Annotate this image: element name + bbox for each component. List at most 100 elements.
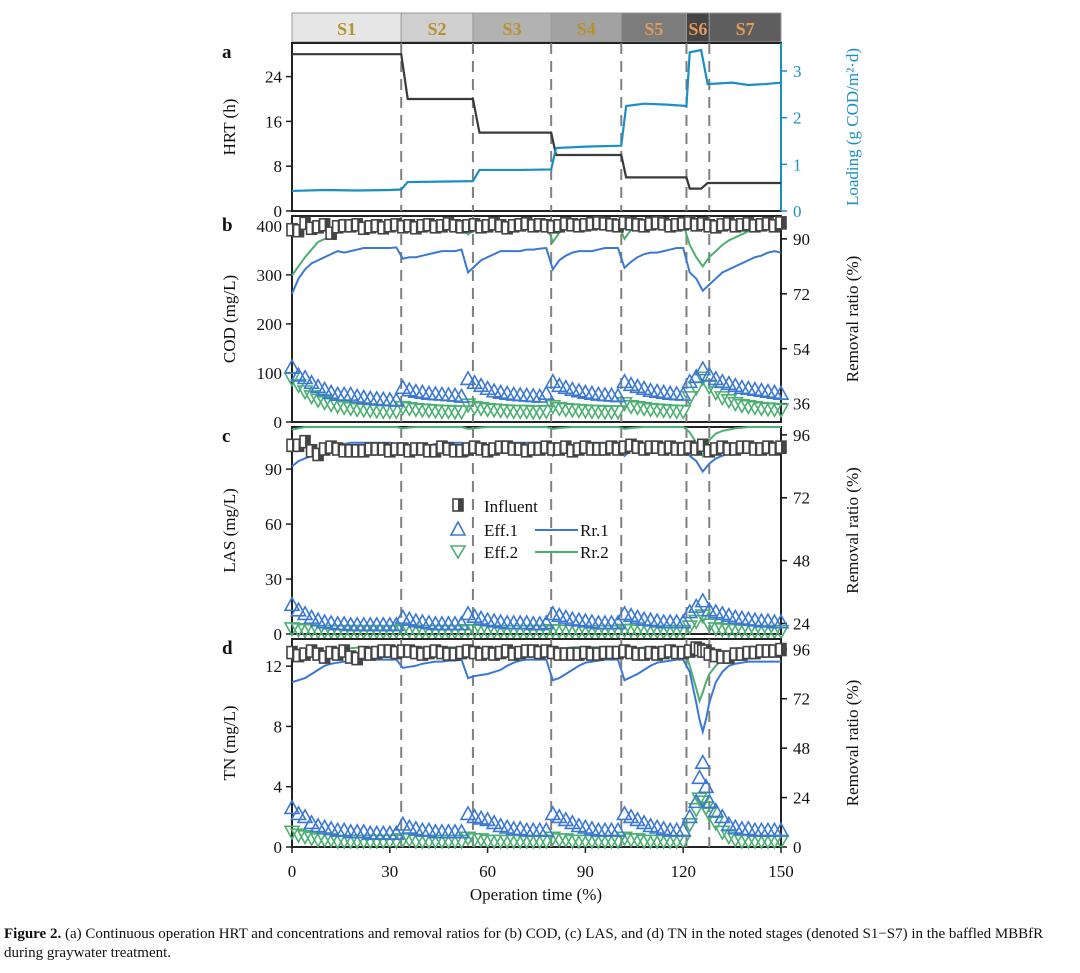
- eff2-point: [550, 401, 568, 417]
- eff2-point: [335, 400, 353, 416]
- eff2-point: [472, 833, 490, 849]
- eff1-point: [609, 614, 627, 630]
- panel-letter: a: [222, 42, 232, 63]
- y2-tick-label: 96: [793, 426, 810, 445]
- eff1-point: [537, 614, 555, 630]
- y2-tick-label: 96: [793, 640, 810, 659]
- stage-label-s2: S2: [428, 19, 447, 39]
- legend: Influent Eff.1 Eff.2 Rr.1 Rr.2: [449, 497, 609, 562]
- eff1-point: [674, 613, 692, 629]
- eff2-point: [453, 405, 470, 421]
- eff1-point: [453, 387, 470, 403]
- eff2-point: [681, 391, 699, 407]
- legend-influent-label: Influent: [484, 497, 538, 516]
- eff2-point: [394, 400, 412, 416]
- eff1-point: [691, 769, 708, 785]
- figure-caption: Figure 2. (a) Continuous operation HRT a…: [4, 925, 1080, 963]
- eff1-point: [642, 817, 659, 833]
- eff1-point: [472, 377, 490, 393]
- eff1-point: [550, 808, 568, 824]
- eff2-point: [713, 825, 731, 841]
- series-loading: [291, 48, 782, 193]
- legend-eff2-marker: [449, 545, 467, 560]
- y2-axis-label: Removal ratio (%): [843, 680, 862, 807]
- y-tick-label: 100: [257, 364, 283, 383]
- eff1-point: [694, 360, 712, 376]
- eff1-point: [616, 373, 633, 389]
- eff1-point: [674, 385, 692, 401]
- eff1-point: [537, 384, 555, 400]
- eff1-point: [531, 387, 549, 403]
- stage-label-s4: S4: [577, 19, 596, 39]
- panel-a: a 0 8 16 24 0 1 2 3 HRT (h) Loading (g COD/m²·d): [220, 42, 862, 221]
- influent-point-fill: [298, 224, 304, 237]
- eff1-point: [296, 369, 314, 385]
- eff2-point: [687, 802, 705, 818]
- legend-eff1-label: Eff.1: [484, 521, 518, 540]
- y-tick-label: 24: [265, 68, 283, 87]
- series-rr1: [291, 246, 782, 295]
- eff2-point: [283, 622, 301, 638]
- y-tick-label: 8: [274, 157, 283, 176]
- eff2-point: [713, 391, 731, 407]
- eff1-point: [687, 793, 705, 809]
- y2-tick-label: 54: [793, 340, 811, 359]
- influent-point-fill: [781, 441, 786, 454]
- y2-tick-label: 0: [793, 202, 802, 221]
- y-axis-label: TN (mg/L): [220, 705, 239, 780]
- eff1-point: [557, 811, 575, 827]
- eff1-point: [394, 815, 412, 831]
- influent-point-fill: [781, 643, 786, 656]
- eff1-point: [772, 384, 790, 400]
- y-tick-label: 0: [274, 413, 283, 432]
- stage-box-s1: [291, 12, 402, 43]
- x-tick-label: 120: [670, 862, 696, 881]
- legend-rr2-label: Rr.2: [580, 543, 609, 562]
- eff2-point: [674, 404, 692, 420]
- x-axis-label: Operation time (%): [470, 885, 602, 904]
- y2-tick-label: 48: [793, 739, 810, 758]
- eff1-point: [713, 808, 731, 824]
- eff2-point: [720, 394, 738, 410]
- x-tick-label: 90: [577, 862, 594, 881]
- eff1-point: [635, 814, 653, 830]
- eff1-point: [479, 811, 496, 827]
- y2-tick-label: 72: [793, 690, 810, 709]
- y-tick-label: 4: [274, 778, 283, 797]
- y2-tick-label: 48: [793, 552, 810, 571]
- eff2-point: [557, 833, 575, 849]
- eff2-point: [616, 831, 633, 847]
- plot-frame: [291, 638, 782, 848]
- eff1-point: [772, 613, 790, 629]
- eff1-point: [303, 814, 320, 830]
- eff2-point: [401, 401, 418, 417]
- eff1-point: [316, 380, 333, 397]
- eff1-point: [700, 366, 718, 382]
- y2-tick-label: 72: [793, 285, 810, 304]
- eff2-point: [537, 404, 555, 420]
- panel-c: c 0 30 60 90 24 48 72 96 LAS (mg/L) Removal ratio …: [220, 426, 862, 644]
- eff2-point: [296, 830, 314, 846]
- eff1-point: [564, 814, 581, 830]
- y-tick-label: 0: [274, 625, 283, 644]
- eff2-point: [707, 622, 725, 638]
- eff1-point: [303, 374, 320, 390]
- influent-point-fill: [305, 435, 311, 448]
- stage-bar: S1 S2 S3 S4 S5 S6 S7: [291, 12, 782, 43]
- y-axis-label: COD (mg/L): [220, 275, 239, 363]
- eff2-point: [635, 401, 653, 417]
- eff1-point: [616, 805, 633, 821]
- y-tick-label: 300: [257, 266, 283, 285]
- panel-letter: c: [222, 426, 230, 447]
- y-tick-label: 90: [265, 460, 282, 479]
- panel-b: b 0 100 200 300 400 36 54 72 90 COD (mg/L) Removal …: [220, 215, 862, 432]
- eff1-point: [681, 603, 699, 619]
- series-hrt: [292, 53, 781, 190]
- y2-tick-label: 72: [793, 489, 810, 508]
- eff1-point: [544, 805, 562, 821]
- series-rr1: [291, 658, 781, 736]
- eff2-point: [629, 400, 646, 416]
- eff1-point: [485, 814, 503, 830]
- y-tick-label: 0: [274, 838, 283, 857]
